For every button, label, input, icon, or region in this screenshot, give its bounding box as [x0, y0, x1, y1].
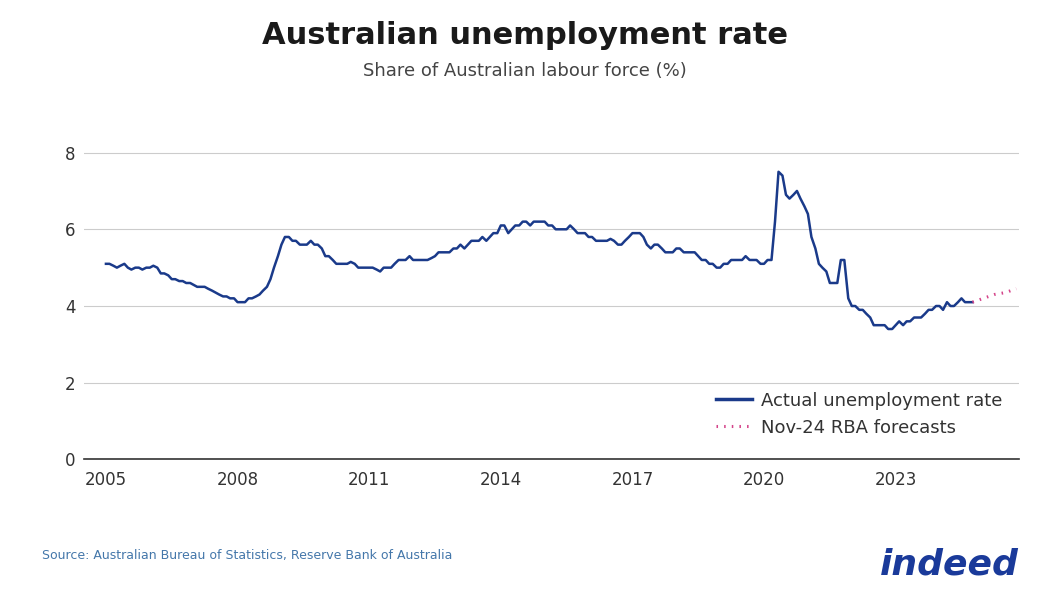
- Text: Australian unemployment rate: Australian unemployment rate: [262, 21, 788, 49]
- Text: Source: Australian Bureau of Statistics, Reserve Bank of Australia: Source: Australian Bureau of Statistics,…: [42, 550, 453, 562]
- Text: indeed: indeed: [880, 548, 1018, 582]
- Legend: Actual unemployment rate, Nov-24 RBA forecasts: Actual unemployment rate, Nov-24 RBA for…: [709, 385, 1009, 444]
- Text: Share of Australian labour force (%): Share of Australian labour force (%): [363, 62, 687, 80]
